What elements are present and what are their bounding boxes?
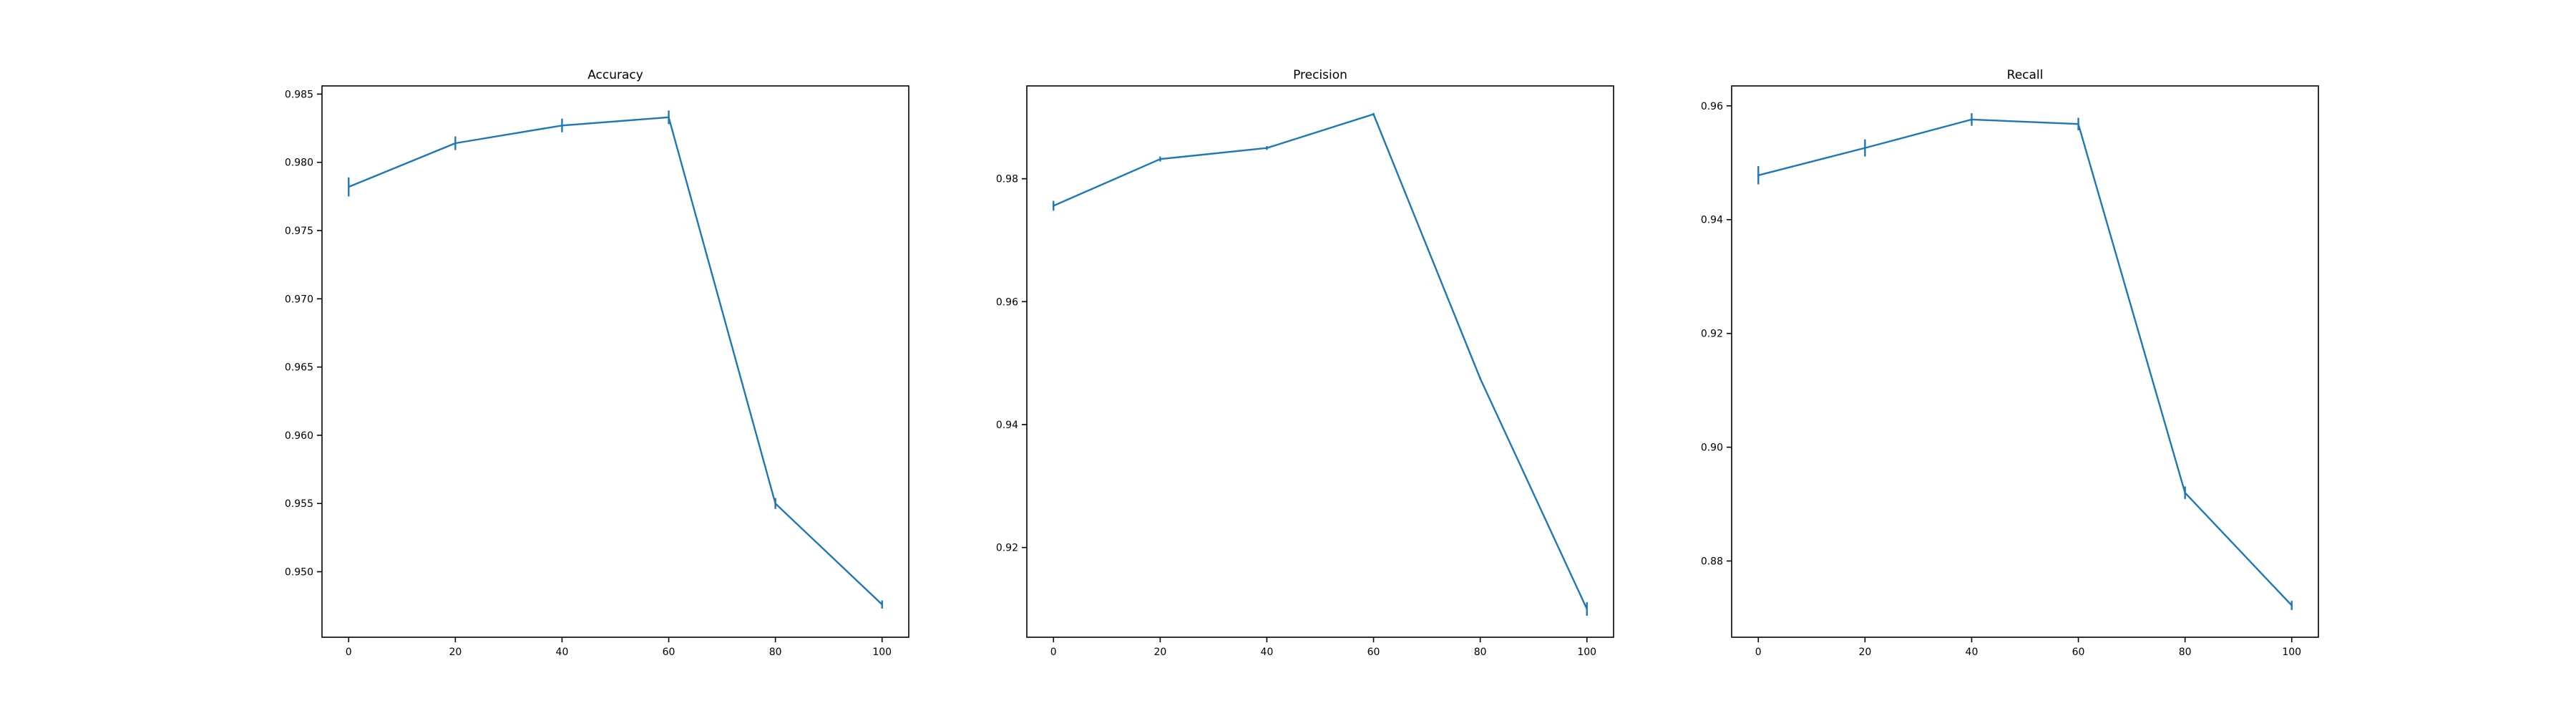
x-tick-label: 60 [1367, 647, 1380, 658]
x-tick-label: 40 [556, 647, 569, 658]
y-tick-label: 0.960 [285, 430, 313, 442]
x-tick-label: 100 [2282, 647, 2301, 658]
x-tick-label: 100 [1577, 647, 1596, 658]
y-tick-label: 0.98 [996, 174, 1018, 185]
y-tick-label: 0.92 [1701, 329, 1723, 340]
y-tick-label: 0.975 [285, 226, 313, 237]
x-tick-label: 40 [1966, 647, 1979, 658]
chart-accuracy: Accuracy 0 20 40 60 80 100 0.950 0.955 0.960 0.965… [285, 68, 909, 658]
x-tick-label: 80 [769, 647, 782, 658]
x-tick-label: 20 [1858, 647, 1871, 658]
y-tick-label: 0.980 [285, 158, 313, 169]
x-tick-label: 0 [1050, 647, 1057, 658]
chart-title-accuracy: Accuracy [587, 68, 643, 82]
y-tick-label: 0.985 [285, 89, 313, 100]
y-tick-label: 0.96 [1701, 101, 1723, 112]
axes-frame-recall [1731, 85, 2319, 638]
chart-title-recall: Recall [2007, 68, 2044, 82]
x-tick-label: 20 [1153, 647, 1166, 658]
axes-frame-accuracy [321, 85, 909, 638]
x-tick-label: 0 [346, 647, 352, 658]
chart-precision: Precision 0 20 40 60 80 100 0.92 0.94 0.96 0.98 [996, 68, 1614, 658]
x-tick-label: 0 [1755, 647, 1762, 658]
y-tick-label: 0.970 [285, 294, 313, 305]
x-tick-label: 20 [449, 647, 462, 658]
y-tick-label: 0.88 [1701, 556, 1723, 568]
chart-recall: Recall 0 20 40 60 80 100 0.88 0.90 0.92 0.94 0.96 [1701, 68, 2319, 658]
y-tick-label: 0.94 [996, 420, 1018, 431]
y-tick-label: 0.950 [285, 567, 313, 579]
series-line-accuracy [348, 116, 883, 606]
x-tick-label: 60 [663, 647, 675, 658]
chart-title-precision: Precision [1293, 68, 1347, 82]
x-tick-label: 80 [2179, 647, 2192, 658]
x-tick-label: 100 [872, 647, 892, 658]
y-tick-label: 0.92 [996, 543, 1018, 554]
y-tick-label: 0.965 [285, 362, 313, 374]
series-line-precision [1053, 113, 1588, 610]
y-tick-label: 0.955 [285, 498, 313, 510]
x-tick-label: 80 [1474, 647, 1487, 658]
x-tick-label: 60 [2072, 647, 2085, 658]
series-line-recall [1757, 118, 2293, 606]
y-tick-label: 0.90 [1701, 442, 1723, 454]
x-tick-label: 40 [1261, 647, 1274, 658]
y-tick-label: 0.94 [1701, 215, 1723, 226]
y-tick-label: 0.96 [996, 296, 1018, 308]
axes-frame-precision [1026, 85, 1614, 638]
